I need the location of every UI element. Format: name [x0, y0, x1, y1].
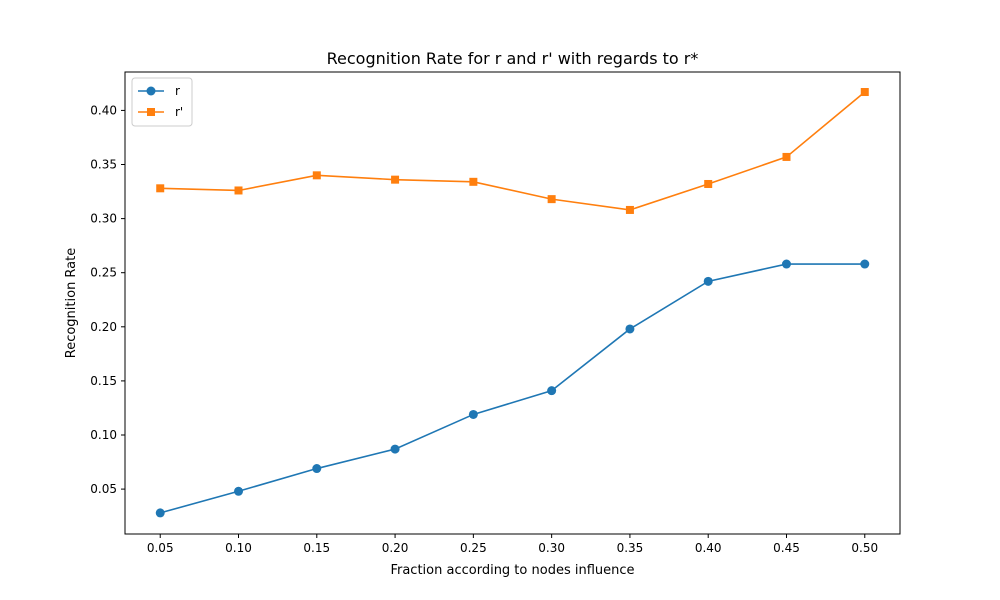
x-tick-label: 0.05	[147, 541, 174, 555]
y-tick-label: 0.10	[90, 428, 117, 442]
series-1-point	[625, 324, 635, 334]
x-tick-label: 0.45	[773, 541, 800, 555]
series-1-point	[547, 386, 557, 396]
plot-area: 0.05 0.10 0.15 0.20 0.25 0.30 0.35 0.40 0.45 0.50…	[90, 71, 901, 555]
series-1-point	[468, 409, 478, 419]
x-tick-label: 0.20	[382, 541, 409, 555]
series-1-point	[390, 444, 400, 454]
x-tick-label: 0.10	[225, 541, 252, 555]
series-2-point	[782, 152, 791, 161]
x-tick-label: 0.50	[851, 541, 878, 555]
y-axis-label: Recognition Rate	[64, 248, 79, 359]
x-tick-label: 0.40	[695, 541, 722, 555]
y-tick-label: 0.20	[90, 320, 117, 334]
x-axis-label: Fraction according to nodes influence	[390, 563, 634, 578]
series-1-point	[234, 486, 244, 496]
legend-label: r	[175, 84, 180, 98]
series-1-point	[781, 259, 791, 269]
legend-label: r'	[175, 105, 183, 119]
x-tick-label: 0.30	[538, 541, 565, 555]
series-line-1	[160, 263, 865, 514]
series-2-point	[234, 186, 243, 195]
series-2-point	[391, 175, 400, 184]
series-2-point	[469, 177, 478, 186]
series-1-point	[312, 464, 322, 474]
series-1-point	[703, 276, 713, 286]
legend: r r'	[131, 77, 193, 127]
x-tick-label: 0.25	[460, 541, 487, 555]
series-line-2	[160, 91, 866, 211]
series-2-point	[704, 179, 713, 188]
legend-marker	[146, 86, 156, 96]
series-2-point	[312, 171, 321, 180]
series-2-point	[156, 184, 165, 193]
y-tick-label: 0.35	[90, 158, 117, 172]
y-tick-label: 0.40	[90, 103, 117, 117]
series-1-point	[860, 259, 870, 269]
y-tick-label: 0.25	[90, 266, 117, 280]
x-tick-label: 0.35	[617, 541, 644, 555]
series-2-point	[860, 88, 869, 97]
y-tick-label: 0.05	[90, 482, 117, 496]
series-2-point	[625, 205, 634, 214]
y-tick-label: 0.15	[90, 374, 117, 388]
x-tick-label: 0.15	[303, 541, 330, 555]
legend-marker	[147, 108, 155, 116]
axes-frame	[124, 71, 901, 535]
y-tick-label: 0.30	[90, 212, 117, 226]
series-1-point	[155, 508, 165, 518]
chart-title: Recognition Rate for r and r' with regar…	[327, 49, 699, 68]
series-2-point	[547, 195, 556, 204]
